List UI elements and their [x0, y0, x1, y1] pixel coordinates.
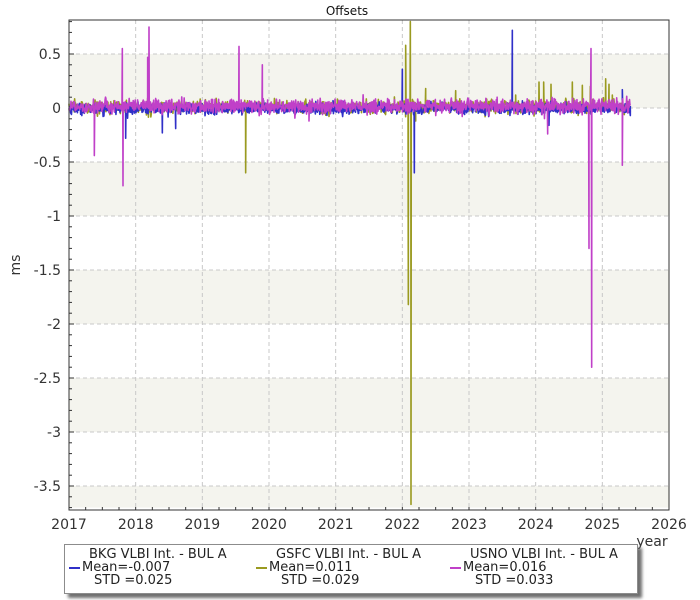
x-tick-label: 2023 — [451, 517, 487, 533]
plot-frame — [68, 19, 670, 511]
plot-band — [69, 108, 669, 162]
plot-band — [69, 378, 669, 432]
legend-swatch-bkg — [69, 567, 80, 569]
legend-std: STD =0.029 — [281, 573, 360, 588]
x-tick-label: 2017 — [51, 517, 87, 533]
y-tick-label: 0.5 — [39, 47, 61, 63]
y-tick-label: -1 — [47, 209, 61, 225]
legend: BKG VLBI Int. - BUL A Mean=-0.007 STD =0… — [64, 544, 638, 594]
y-tick-labels: 0.5 0 -0.5 -1 -1.5 -2 -2.5 -3 -3.5 — [34, 47, 61, 495]
x-tick-label: 2022 — [385, 517, 421, 533]
x-tick-label: 2025 — [585, 517, 621, 533]
y-axis-label: ms — [8, 255, 24, 276]
legend-item-usno: USNO VLBI Int. - BUL A Mean=0.016 STD =0… — [448, 548, 618, 587]
y-tick-label: -3 — [47, 425, 61, 441]
plot-background-bands — [69, 21, 669, 508]
legend-swatch-usno — [450, 567, 461, 569]
legend-series-name: GSFC VLBI Int. - BUL A — [276, 547, 421, 562]
y-tick-label: -0.5 — [34, 155, 61, 171]
plot-band — [69, 216, 669, 270]
x-axis-label: year — [636, 534, 667, 550]
plot-band — [69, 54, 669, 108]
grid-lines — [68, 20, 670, 510]
legend-std: STD =0.025 — [94, 573, 173, 588]
series-layer — [68, 20, 632, 506]
legend-std: STD =0.033 — [475, 573, 554, 588]
plot-band — [69, 486, 669, 508]
legend-mean: Mean=0.016 — [463, 560, 547, 575]
legend-item-bkg: BKG VLBI Int. - BUL A Mean=-0.007 STD =0… — [67, 548, 227, 587]
legend-series-name: BKG VLBI Int. - BUL A — [89, 547, 227, 562]
x-tick-label: 2020 — [251, 517, 287, 533]
plot-band — [69, 432, 669, 486]
legend-swatch-gsfc — [256, 567, 267, 569]
y-tick-label: -2.5 — [34, 371, 61, 387]
x-tick-label: 2024 — [518, 517, 554, 533]
legend-item-gsfc: GSFC VLBI Int. - BUL A Mean=0.011 STD =0… — [254, 548, 421, 587]
x-tick-label: 2019 — [185, 517, 221, 533]
plot-band — [69, 162, 669, 216]
plot-band — [69, 324, 669, 378]
plot-band — [69, 270, 669, 324]
series-line-2 — [68, 26, 632, 368]
y-tick-label: -2 — [47, 317, 61, 333]
y-tick-label: -3.5 — [34, 479, 61, 495]
y-tick-label: 0 — [52, 101, 61, 117]
legend-mean: Mean=-0.007 — [82, 560, 171, 575]
legend-mean: Mean=0.011 — [269, 560, 353, 575]
x-tick-label: 2018 — [118, 517, 154, 533]
y-tick-label: -1.5 — [34, 263, 61, 279]
x-tick-label: 2021 — [318, 517, 354, 533]
x-tick-labels: 2017 2018 2019 2020 2021 2022 2023 2024 2025 2026 — [51, 517, 687, 533]
plot-band — [69, 21, 669, 55]
chart-title: Offsets — [326, 4, 368, 18]
x-tick-label: 2026 — [651, 517, 687, 533]
legend-series-name: USNO VLBI Int. - BUL A — [470, 547, 618, 562]
